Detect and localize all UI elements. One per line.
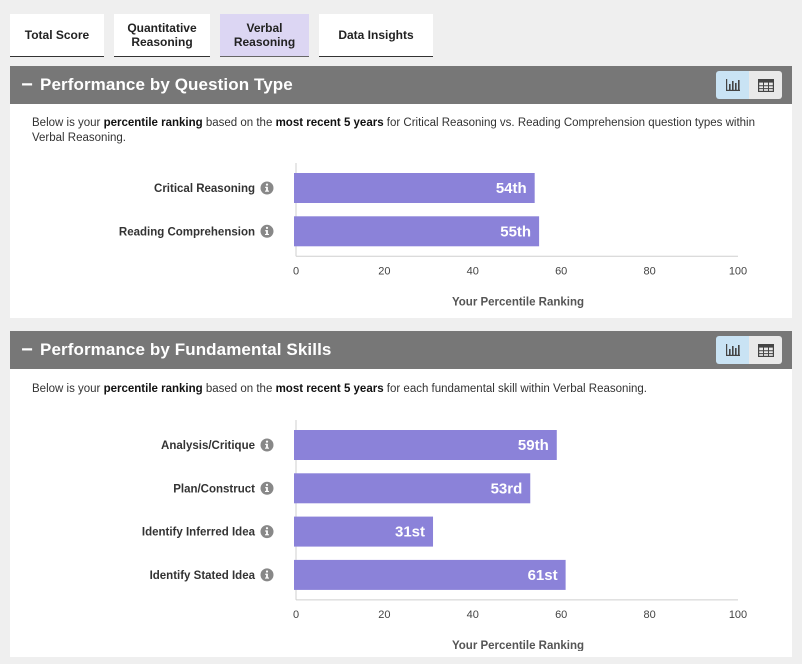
x-tick-label: 60 [555, 265, 567, 277]
bar-value-label: 53rd [491, 480, 523, 497]
tab-data-insights[interactable]: Data Insights [319, 14, 433, 57]
panel-description: Below is your percentile ranking based o… [32, 383, 647, 395]
tab-total-score[interactable]: Total Score [10, 14, 104, 57]
view-toggle [716, 336, 782, 364]
bar-value-label: 54th [496, 180, 527, 197]
tab-bar: Total Score Quantitative Reasoning Verba… [10, 14, 433, 57]
info-icon[interactable] [260, 568, 274, 582]
x-tick-label: 60 [555, 609, 567, 621]
x-tick-label: 20 [378, 609, 390, 621]
bar-value-label: 55th [500, 223, 531, 240]
bar[interactable] [294, 559, 566, 590]
category-label: Analysis/Critique [161, 440, 255, 452]
info-icon[interactable] [260, 438, 274, 452]
view-toggle [716, 71, 782, 99]
fundamental-skills-panel: − Performance by Fundamental Skills [10, 331, 792, 657]
panel-title: Performance by Question Type [40, 75, 293, 94]
table-icon [757, 78, 774, 92]
x-tick-label: 0 [293, 265, 299, 277]
x-axis-title: Your Percentile Ranking [452, 296, 584, 308]
fundamental-skills-chart: 59th Analysis/Critique 53rd Plan/Construct 3… [142, 420, 747, 651]
bar[interactable] [294, 216, 540, 247]
panel-description: Below is your percentile ranking based o… [32, 117, 755, 144]
category-label: Critical Reasoning [154, 183, 255, 195]
x-tick-label: 40 [467, 265, 479, 277]
panel-header: − Performance by Question Type [10, 66, 792, 104]
question-type-chart: 54th Critical Reasoning 55th Reading Compre… [119, 163, 747, 308]
bar[interactable] [294, 430, 557, 460]
bar-value-label: 31st [395, 524, 425, 541]
collapse-icon[interactable]: − [21, 339, 33, 361]
tab-verbal-reasoning[interactable]: Verbal Reasoning [220, 14, 309, 57]
bar-value-label: 61st [528, 567, 558, 584]
bar-chart-icon [725, 79, 740, 91]
category-label: Plan/Construct [173, 483, 255, 495]
category-label: Identify Stated Idea [150, 570, 256, 582]
x-tick-label: 100 [729, 265, 747, 277]
x-tick-label: 80 [643, 609, 655, 621]
panel-title: Performance by Fundamental Skills [40, 340, 332, 359]
chart-view-button[interactable] [716, 336, 749, 364]
chart-view-button[interactable] [716, 71, 749, 99]
bar[interactable] [294, 173, 535, 203]
bar[interactable] [294, 473, 531, 504]
info-icon[interactable] [260, 481, 274, 495]
x-tick-label: 0 [293, 609, 299, 621]
bar[interactable] [294, 516, 434, 547]
x-tick-label: 40 [467, 609, 479, 621]
x-axis-title: Your Percentile Ranking [452, 640, 584, 651]
bar-chart-icon [725, 344, 740, 356]
info-icon[interactable] [260, 181, 274, 195]
category-label: Identify Inferred Idea [142, 527, 256, 539]
info-icon[interactable] [260, 224, 274, 238]
x-tick-label: 20 [378, 265, 390, 277]
panel-header: − Performance by Fundamental Skills [10, 331, 792, 369]
x-tick-label: 80 [643, 265, 655, 277]
tab-quantitative-reasoning[interactable]: Quantitative Reasoning [114, 14, 210, 57]
collapse-icon[interactable]: − [21, 74, 33, 96]
table-view-button[interactable] [749, 71, 782, 99]
table-icon [757, 343, 774, 357]
info-icon[interactable] [260, 525, 274, 539]
category-label: Reading Comprehension [119, 226, 255, 238]
x-tick-label: 100 [729, 609, 747, 621]
bar-value-label: 59th [518, 437, 549, 454]
question-type-panel: − Performance by Question Type [10, 66, 792, 318]
table-view-button[interactable] [749, 336, 782, 364]
